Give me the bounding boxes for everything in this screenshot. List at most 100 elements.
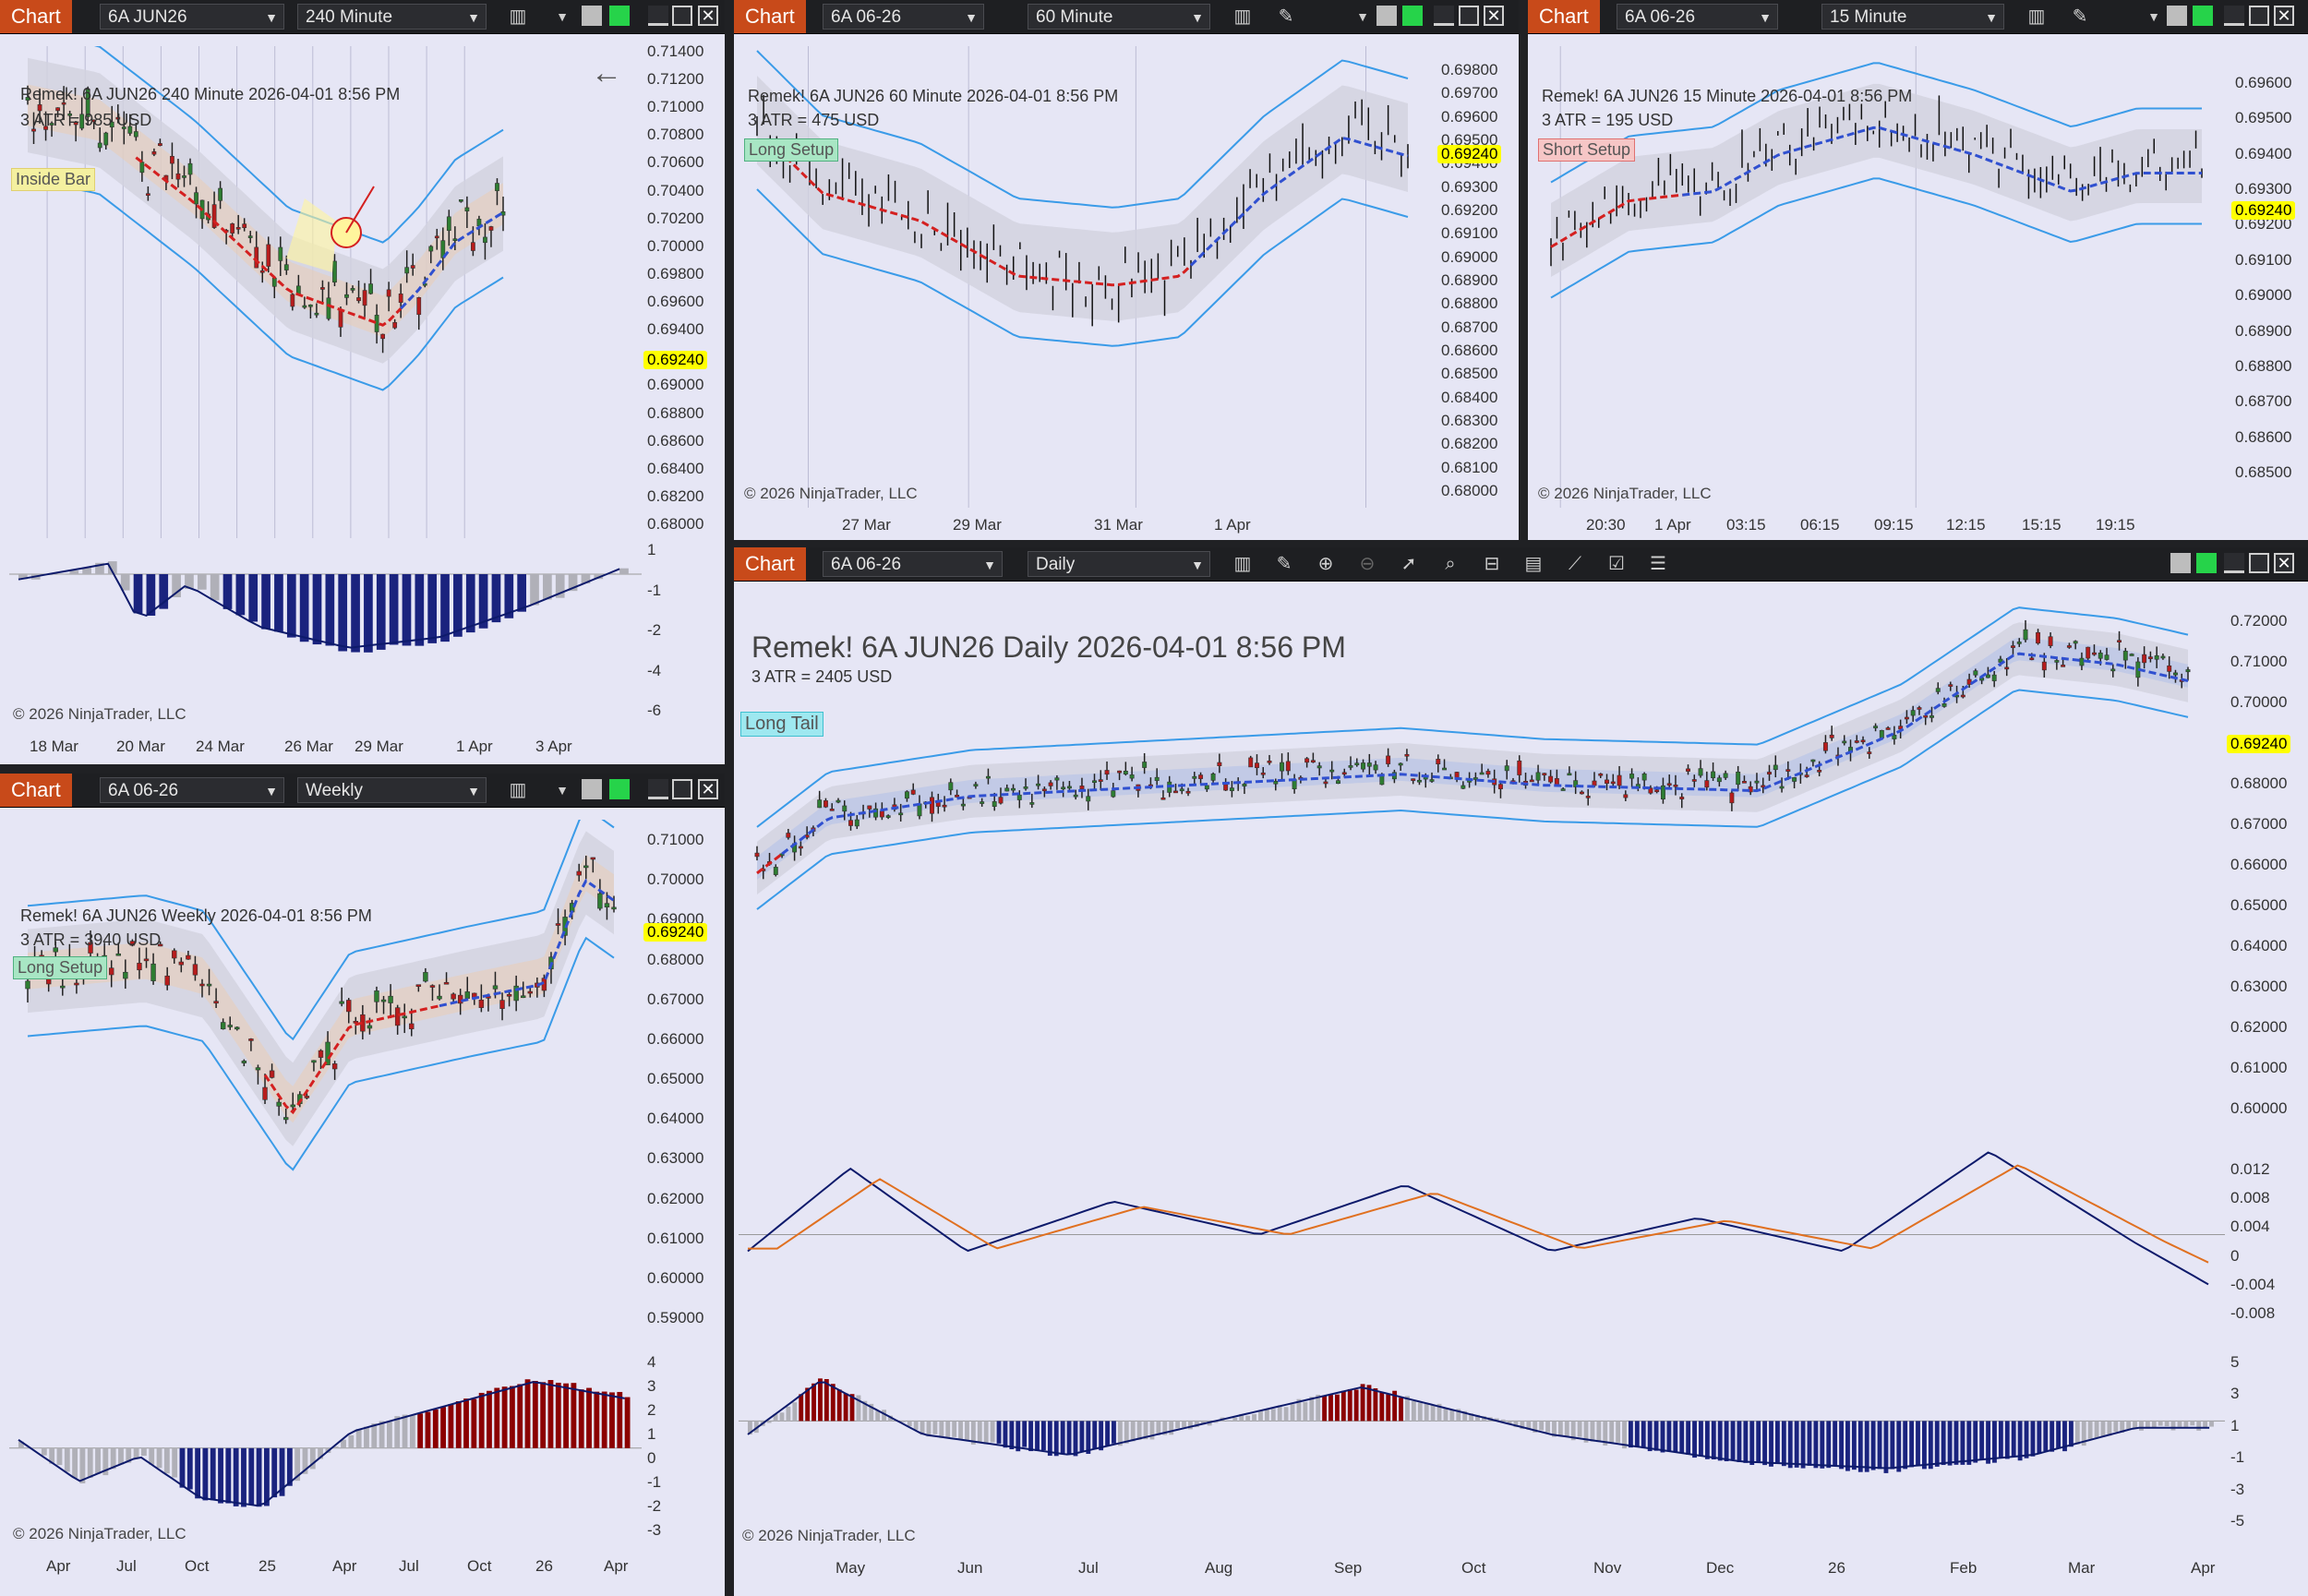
close-button[interactable]: ✕ <box>1484 6 1504 26</box>
candle-body <box>488 226 494 231</box>
zoom-out-icon[interactable]: ⊖ <box>1359 554 1376 574</box>
price-panel[interactable]: Remek! 6A JUN26 15 Minute 2026-04-01 8:5… <box>1533 46 2230 508</box>
link-color-green-button[interactable] <box>2193 6 2213 26</box>
close-button[interactable]: ✕ <box>2274 6 2294 26</box>
bar-style-icon[interactable]: ▥ <box>1233 554 1252 574</box>
histogram-bar <box>1226 1420 1232 1422</box>
templates-icon[interactable]: ☑ <box>1608 554 1625 574</box>
price-axis[interactable]: 0.69600 0.69500 0.69400 0.69300 0.69200 0.691… <box>2230 46 2308 508</box>
minimize-button[interactable] <box>2224 553 2244 573</box>
strategies-icon[interactable]: ⟋ <box>1569 554 1581 574</box>
price-axis[interactable]: 0.720000.710000.700000.690000.680000.670… <box>2225 594 2308 1143</box>
chart-tab[interactable]: Chart <box>734 0 806 33</box>
chart-title: Remek! 6A JUN26 60 Minute 2026-04-01 8:5… <box>748 87 1119 105</box>
maximize-button[interactable] <box>2249 553 2269 573</box>
price-axis[interactable]: 0.698000.697000.696000.695000.694000.693… <box>1436 46 1519 508</box>
oscillator-panel[interactable]: © 2026 NinjaTrader, LLC <box>9 545 642 729</box>
chevron-down-icon[interactable]: ▼ <box>556 783 569 798</box>
candle-body <box>53 947 58 953</box>
candle-body <box>1255 762 1259 769</box>
chart-tab[interactable]: Chart <box>0 774 72 807</box>
histogram-bar <box>1162 1421 1168 1435</box>
close-button[interactable]: ✕ <box>698 6 718 26</box>
instrument-selector[interactable]: 6A 06-26 ▼ <box>823 551 1003 577</box>
histogram-bar <box>1979 1421 1985 1460</box>
properties-icon[interactable]: ⊟ <box>1484 554 1500 574</box>
histogram-bar <box>2100 1421 2106 1437</box>
link-color-button[interactable] <box>1376 6 1397 26</box>
maximize-button[interactable] <box>1459 6 1479 26</box>
link-color-button[interactable] <box>2170 553 2191 573</box>
data-box-icon[interactable]: ⌕ <box>1445 554 1456 574</box>
price-panel[interactable]: Remek! 6A JUN26 240 Minute 2026-04-01 8:… <box>9 46 642 538</box>
price-axis[interactable]: 0.71000 0.70000 0.69000 0.68000 0.67000 0.660… <box>642 820 725 1341</box>
drawing-tools-icon[interactable]: ✎ <box>1278 6 1294 27</box>
drawing-tools-icon[interactable]: ✎ <box>1276 554 1292 574</box>
histogram-bar <box>1634 1421 1640 1447</box>
arrow-left-icon[interactable]: ← <box>591 55 622 90</box>
link-color-button[interactable] <box>582 779 602 799</box>
instrument-selector[interactable]: 6A 06-26 ▼ <box>100 777 284 803</box>
instrument-selector[interactable]: 6A JUN26 ▼ <box>100 4 284 30</box>
link-color-green-button[interactable] <box>2196 553 2217 573</box>
candle-body <box>145 193 150 196</box>
maximize-button[interactable] <box>2249 6 2269 26</box>
chevron-down-icon[interactable]: ▼ <box>1356 9 1369 24</box>
minimize-button[interactable] <box>648 6 668 26</box>
link-color-green-button[interactable] <box>609 6 630 26</box>
price-axis[interactable]: 0.71400 0.71200 0.71000 0.70800 0.70600 0.704… <box>642 42 725 538</box>
link-color-button[interactable] <box>2167 6 2187 26</box>
indicators-icon[interactable]: ▤ <box>1524 554 1543 574</box>
link-color-green-button[interactable] <box>609 779 630 799</box>
chevron-down-icon[interactable]: ▼ <box>556 9 569 24</box>
close-button[interactable]: ✕ <box>698 779 718 799</box>
bar-style-icon[interactable]: ▥ <box>1233 6 1252 27</box>
interval-selector[interactable]: Weekly ▼ <box>297 777 487 803</box>
minimize-button[interactable] <box>2224 6 2244 26</box>
histogram-bar <box>107 561 117 574</box>
chart-tab[interactable]: Chart <box>734 547 806 581</box>
chart-tab[interactable]: Chart <box>0 0 72 33</box>
instrument-selector[interactable]: 6A 06-26 ▼ <box>823 4 984 30</box>
time-tick-label: Oct <box>185 1557 210 1575</box>
drawing-tools-icon[interactable]: ✎ <box>2072 6 2088 27</box>
chart-tab[interactable]: Chart <box>1528 0 1600 33</box>
histogram-bar <box>274 574 283 632</box>
minimize-button[interactable] <box>1434 6 1454 26</box>
axis-tick-label: 0.68200 <box>1441 435 1498 453</box>
candle-body <box>25 97 30 101</box>
bar-style-icon[interactable]: ▥ <box>509 780 527 800</box>
macd-panel[interactable] <box>739 1147 2225 1341</box>
bar-style-icon[interactable]: ▥ <box>2027 6 2046 27</box>
pointer-icon[interactable]: ➚ <box>1400 554 1417 574</box>
candle-body <box>1217 762 1222 766</box>
histogram-bar <box>1973 1421 1978 1463</box>
interval-selector[interactable]: 60 Minute ▼ <box>1028 4 1210 30</box>
upper-envelope <box>27 820 615 1041</box>
histogram-bar <box>945 1421 951 1439</box>
zoom-in-icon[interactable]: ⊕ <box>1317 554 1334 574</box>
oscillator-panel[interactable]: © 2026 NinjaTrader, LLC <box>9 1355 642 1549</box>
histogram-bar <box>1813 1421 1819 1469</box>
link-color-green-button[interactable] <box>1402 6 1423 26</box>
maximize-button[interactable] <box>672 779 692 799</box>
maximize-button[interactable] <box>672 6 692 26</box>
list-icon[interactable]: ☰ <box>1650 554 1666 574</box>
interval-selector[interactable]: 240 Minute ▼ <box>297 4 487 30</box>
chevron-down-icon[interactable]: ▼ <box>2147 9 2160 24</box>
close-button[interactable]: ✕ <box>2274 553 2294 573</box>
oscillator-panel[interactable]: © 2026 NinjaTrader, LLC <box>739 1346 2225 1549</box>
candle-body <box>1842 740 1847 744</box>
last-price-marker: 0.69240 <box>643 923 708 942</box>
histogram-bar <box>286 574 296 638</box>
interval-selector[interactable]: Daily ▼ <box>1028 551 1210 577</box>
link-color-button[interactable] <box>582 6 602 26</box>
price-panel[interactable]: Remek! 6A JUN26 Weekly 2026-04-01 8:56 P… <box>9 820 642 1341</box>
bar-style-icon[interactable]: ▥ <box>509 6 527 27</box>
price-panel[interactable]: Remek! 6A JUN26 60 Minute 2026-04-01 8:5… <box>739 46 1436 508</box>
minimize-button[interactable] <box>648 779 668 799</box>
interval-selector[interactable]: 15 Minute ▼ <box>1821 4 2004 30</box>
trend-line-bearish <box>756 852 784 875</box>
price-panel[interactable]: Remek! 6A JUN26 Daily 2026-04-01 8:56 PM… <box>739 594 2225 1143</box>
instrument-selector[interactable]: 6A 06-26 ▼ <box>1617 4 1778 30</box>
